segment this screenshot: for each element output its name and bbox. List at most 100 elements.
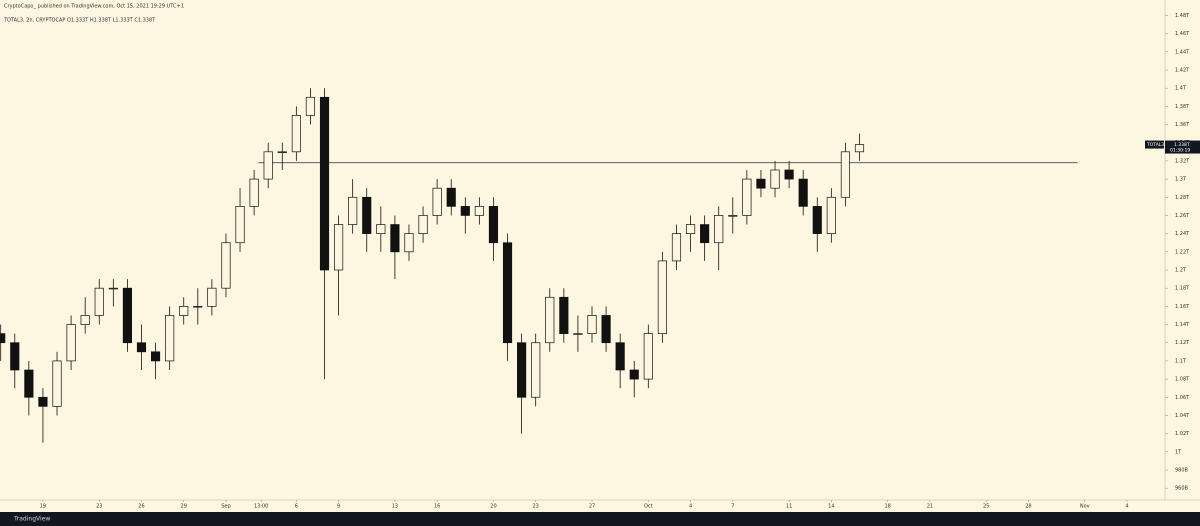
y-tick-label: 1.18T: [1175, 286, 1190, 292]
candle-body: [305, 96, 316, 116]
y-tick-label: 1.26T: [1175, 213, 1190, 219]
y-tick-label: 1.14T: [1175, 322, 1190, 328]
candle-body: [52, 360, 62, 407]
candle-body: [390, 224, 400, 253]
y-tick-label: 1.46T: [1175, 31, 1190, 37]
candle-body: [854, 144, 865, 153]
candle-body: [80, 315, 90, 325]
candle-body: [502, 242, 513, 344]
candle-body: [812, 206, 822, 234]
candle-body: [700, 224, 710, 244]
candle-body: [474, 206, 484, 216]
candle-body: [629, 369, 639, 380]
x-tick-label: 18: [884, 504, 890, 510]
x-tick-label: 28: [1025, 504, 1031, 510]
y-tick-label: 1.06T: [1175, 395, 1190, 401]
candle-body: [770, 169, 780, 189]
candle-body: [601, 315, 611, 344]
candle-body: [193, 306, 203, 308]
symbol-legend: TOTAL3, 2h, CRYPTOCAP O1.333T H1.338T L1…: [3, 18, 156, 24]
x-tick-label: 6: [295, 504, 298, 510]
x-tick-label: 21: [927, 504, 933, 510]
published-note: CryptoCapo_ published on TradingView.com…: [4, 4, 184, 10]
y-tick-label: 1.16T: [1175, 304, 1190, 310]
candle-body: [24, 369, 34, 398]
y-tick-label: 1.42T: [1175, 68, 1190, 74]
candle-body: [66, 324, 76, 362]
candle-body: [531, 342, 541, 398]
price-tag-symbol-box: [1145, 140, 1164, 149]
y-tick-label: 1.2T: [1175, 268, 1187, 274]
candle-body: [207, 287, 217, 307]
candle-body: [615, 342, 625, 371]
x-tick-label: 29: [181, 504, 187, 510]
y-tick-label: 1.48T: [1175, 13, 1190, 19]
candle-body: [263, 151, 273, 180]
x-tick-label: 7: [731, 504, 734, 510]
price-tag-label: 1.338T: [1174, 142, 1190, 148]
y-tick-label: 1.44T: [1175, 49, 1190, 55]
brand: TradingView: [13, 516, 50, 523]
y-tick-label: 1.1T: [1175, 358, 1187, 364]
candle-body: [671, 233, 682, 262]
candle-body: [136, 342, 147, 353]
y-tick-label: 1.38T: [1175, 104, 1190, 110]
y-tick-label: 1.12T: [1175, 340, 1190, 346]
y-tick-label: 1.32T: [1175, 158, 1190, 164]
candle-body: [10, 342, 20, 371]
x-tick-label: 11: [786, 504, 792, 510]
candle-body: [122, 287, 132, 344]
x-tick-label: 27: [589, 504, 595, 510]
x-tick-label: 23: [96, 504, 102, 510]
x-tick-label: 4: [689, 504, 692, 510]
candle-body: [728, 215, 738, 217]
x-tick-label: 26: [138, 504, 144, 510]
x-tick-label: Nov: [1080, 504, 1090, 510]
x-tick-label: Oct: [644, 504, 653, 510]
x-tick-label: 9: [337, 504, 340, 510]
candle-body: [277, 151, 287, 153]
candle-body: [94, 287, 104, 316]
candle-body: [826, 196, 836, 234]
y-tick-label: 1.28T: [1175, 195, 1190, 201]
y-tick-label: 1.36T: [1175, 122, 1190, 128]
y-tick-label: 1.08T: [1175, 377, 1190, 383]
price-tag-countdown: 01:30:19: [1170, 148, 1190, 154]
candle-body: [714, 215, 724, 244]
candle-body: [446, 187, 456, 207]
x-tick-label: 16: [434, 504, 440, 510]
candle-body: [756, 178, 766, 189]
x-tick-label: 19: [40, 504, 46, 510]
y-tick-label: 960B: [1175, 486, 1189, 492]
candle-body: [643, 333, 653, 380]
footer-bar: [0, 512, 1200, 526]
x-tick-label: 4: [1125, 504, 1128, 510]
x-tick-label: 13:00: [254, 504, 268, 510]
y-tick-label: 1T: [1175, 449, 1182, 455]
candle-body: [179, 306, 189, 316]
y-tick-label: 1.22T: [1175, 249, 1190, 255]
candle-body: [559, 296, 569, 334]
y-tick-label: 1.4T: [1175, 86, 1187, 92]
y-tick-label: 980B: [1175, 468, 1189, 474]
candle-body: [742, 178, 752, 216]
x-tick-label: 14: [828, 504, 834, 510]
candle-body: [460, 206, 470, 216]
candle-body: [545, 296, 555, 344]
plot: 960B 980B 1T 1.02T 1.04T 1.06T 1.08T 1.1T 1.12T 1…: [0, 13, 1200, 510]
x-tick-label: 23: [533, 504, 539, 510]
x-tick-label: Sep: [221, 504, 230, 510]
y-tick-label: 1.3T: [1175, 177, 1187, 183]
y-tick-label: 1.24T: [1175, 231, 1190, 237]
y-tick-label: 1.02T: [1175, 431, 1190, 437]
candle-body: [418, 215, 428, 234]
x-tick-label: 25: [983, 504, 989, 510]
candle-body: [376, 224, 386, 234]
candle-body: [319, 96, 330, 271]
price-tag-symbol: TOTAL3: [1146, 142, 1164, 148]
candle-body: [221, 242, 231, 289]
candle-body: [784, 169, 794, 180]
candle-body: [291, 115, 301, 153]
